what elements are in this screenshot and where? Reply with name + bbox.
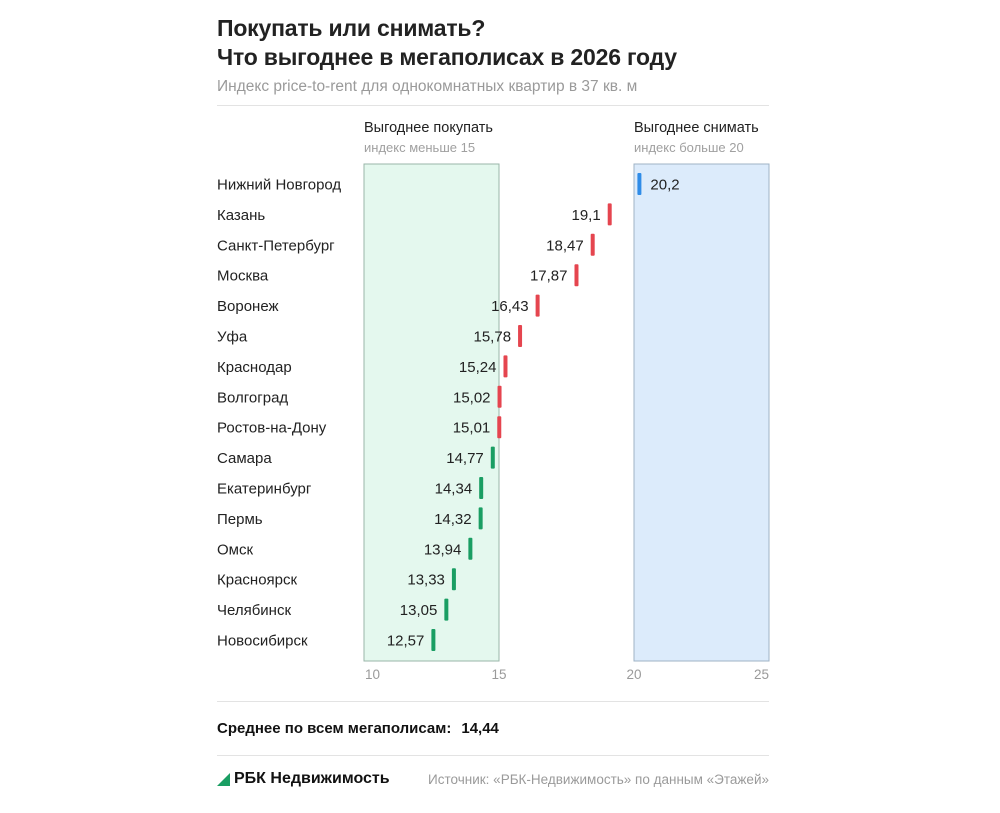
average-row: Среднее по всем мегаполисам: 14,44 xyxy=(217,720,509,737)
data-marker xyxy=(503,355,508,378)
value-label: 14,34 xyxy=(435,481,473,498)
value-label: 14,77 xyxy=(446,450,484,467)
buy-zone-subtitle: индекс меньше 15 xyxy=(364,140,476,155)
brand-name: РБК Недвижимость xyxy=(234,770,390,787)
value-label: 12,57 xyxy=(387,633,425,650)
value-label: 15,24 xyxy=(459,359,497,376)
data-marker xyxy=(497,416,502,439)
x-tick-label: 15 xyxy=(491,667,506,682)
category-label: Краснодар xyxy=(217,359,292,376)
category-label: Самара xyxy=(217,450,272,467)
value-label: 20,2 xyxy=(650,177,679,194)
category-label: Санкт-Петербург xyxy=(217,237,335,254)
category-label: Новосибирск xyxy=(217,633,308,650)
title-line-1: Покупать или снимать? xyxy=(217,15,486,41)
category-label: Уфа xyxy=(217,329,248,346)
chart-subtitle: Индекс price-to-rent для однокомнатных к… xyxy=(217,78,638,95)
category-label: Омск xyxy=(217,541,253,558)
data-marker xyxy=(468,537,473,560)
rent-zone-subtitle: индекс больше 20 xyxy=(634,140,744,155)
data-marker xyxy=(478,507,483,530)
value-label: 19,1 xyxy=(571,207,600,224)
data-marker xyxy=(497,385,502,408)
source-note: Источник: «РБК-Недвижимость» по данным «… xyxy=(428,772,769,787)
category-label: Екатеринбург xyxy=(217,481,312,498)
buy-zone-title: Выгоднее покупать xyxy=(364,120,493,136)
data-marker xyxy=(490,446,495,469)
value-label: 13,33 xyxy=(407,572,445,589)
x-tick-label: 25 xyxy=(754,667,769,682)
average-value: 14,44 xyxy=(461,720,499,737)
category-label: Волгоград xyxy=(217,389,288,406)
category-label: Пермь xyxy=(217,511,263,528)
chart-title: Покупать или снимать? Что выгоднее в мег… xyxy=(217,14,677,72)
data-marker xyxy=(637,173,642,195)
category-label: Москва xyxy=(217,268,269,285)
rent-zone xyxy=(633,163,770,662)
category-label: Ростов-на-Дону xyxy=(217,420,327,437)
data-marker xyxy=(431,629,436,651)
average-label: Среднее по всем мегаполисам: xyxy=(217,720,452,737)
data-marker xyxy=(590,233,595,256)
value-label: 13,05 xyxy=(400,602,438,619)
data-marker xyxy=(607,203,612,226)
value-label: 15,01 xyxy=(453,420,491,437)
bottom-divider xyxy=(217,755,769,756)
category-label: Казань xyxy=(217,207,265,224)
value-label: 16,43 xyxy=(491,298,529,315)
price-to-rent-chart: 10 15 20 25 Нижний Новгород 20,2 Казань 19,1 Сан… xyxy=(217,163,770,682)
rent-zone-title: Выгоднее снимать xyxy=(634,120,759,136)
data-marker xyxy=(535,294,540,317)
category-label: Красноярск xyxy=(217,572,298,589)
category-label: Челябинск xyxy=(217,602,291,619)
value-label: 17,87 xyxy=(530,268,568,285)
title-line-2: Что выгоднее в мегаполисах в 2026 году xyxy=(217,44,677,70)
data-marker xyxy=(444,598,449,621)
value-label: 15,02 xyxy=(453,389,491,406)
top-divider xyxy=(217,105,769,106)
data-marker xyxy=(518,325,523,347)
x-tick-label: 10 xyxy=(365,667,380,682)
value-label: 15,78 xyxy=(474,329,512,346)
value-label: 13,94 xyxy=(424,541,462,558)
data-marker xyxy=(451,568,456,591)
x-tick-label: 20 xyxy=(626,667,641,682)
middle-divider xyxy=(217,701,769,702)
data-marker xyxy=(479,477,484,499)
category-label: Воронеж xyxy=(217,298,279,315)
category-label: Нижний Новгород xyxy=(217,177,341,194)
brand-mark-icon xyxy=(217,772,230,786)
data-marker xyxy=(574,264,579,287)
buy-zone xyxy=(363,163,500,662)
brand-logo: РБК Недвижимость xyxy=(217,770,390,788)
value-label: 18,47 xyxy=(546,237,584,254)
value-label: 14,32 xyxy=(434,511,472,528)
